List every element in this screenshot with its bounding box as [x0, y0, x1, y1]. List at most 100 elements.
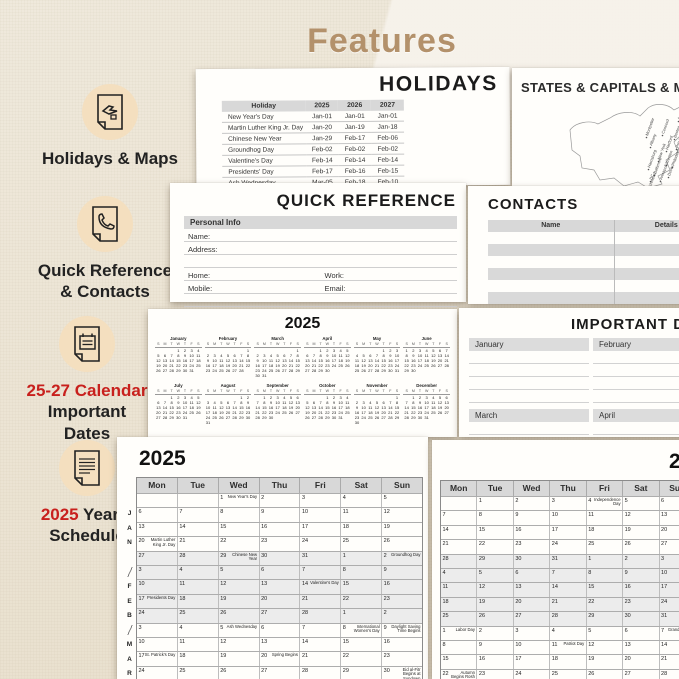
mini-month-grid: S M T W T F S 1 2 3 4 5 6 7 8 9 10 11 12 13 14 15 16 17 18 19 20 21…	[204, 342, 252, 373]
mini-day: 10	[338, 400, 343, 405]
mini-day: 12	[288, 400, 294, 405]
mini-day: 13	[437, 353, 443, 358]
day-number: 4	[588, 498, 592, 504]
day-number: 4	[179, 624, 183, 631]
day-number: 20	[261, 653, 268, 660]
day-cell: 11	[178, 637, 219, 652]
day-number: 11	[342, 509, 349, 516]
mini-dow: T	[280, 342, 288, 348]
day-number: 20	[661, 526, 668, 533]
mini-day: 10	[394, 353, 400, 358]
week-row: 3 4 5 6 7 8 9	[137, 564, 422, 580]
contacts-cell	[488, 244, 615, 256]
contacts-cell	[488, 292, 615, 304]
day-number: 4	[342, 495, 346, 501]
city-label: Hartford	[664, 135, 674, 150]
day-number: 9	[515, 512, 519, 519]
mini-day: 4	[339, 348, 342, 353]
mini-day: 22	[176, 363, 181, 368]
day-number: 16	[515, 526, 522, 533]
day-cell: 21	[660, 655, 679, 668]
day-number: 11	[551, 641, 558, 648]
day-cell: 15	[441, 655, 478, 669]
week-grid: Mon Tue Wed Thu Fri Sat Sun 1 New Year's Day 2 3 4 5…	[136, 477, 423, 679]
holiday-cell: Feb-14	[338, 154, 372, 166]
day-cell: 13	[260, 580, 301, 594]
day-cell: 3	[137, 565, 178, 580]
contacts-cell	[615, 232, 679, 244]
holiday-cell: Presidents' Day	[222, 165, 307, 178]
day-cell: 30 Eid al-Fitr Begins at Sundown	[382, 667, 422, 679]
mini-day: 9	[269, 400, 273, 405]
mini-day: 7	[312, 353, 316, 358]
day-cell: 22	[587, 597, 624, 612]
mini-day: 5	[432, 348, 435, 353]
day-number: 6	[261, 624, 265, 631]
week-row: 28 29 30 31 1 2 3	[441, 553, 679, 568]
mini-day: 29	[262, 415, 267, 420]
mini-day: 28	[169, 368, 174, 373]
holiday-col-header: Holiday	[221, 100, 306, 112]
mini-day: 3	[332, 348, 336, 353]
day-cell: 24	[137, 609, 178, 623]
mini-dow: W	[174, 389, 182, 395]
contacts-empty-row	[488, 268, 679, 280]
mini-dow: M	[161, 342, 169, 348]
day-number: 6	[261, 566, 265, 573]
day-cell: 25	[550, 669, 587, 679]
mini-day: 15	[381, 358, 386, 363]
week-row: 17 St. Patrick's Day 18 19 20 Spring Begins 21…	[137, 651, 422, 666]
mini-day: 25	[212, 415, 217, 420]
mini-day: 4	[355, 353, 359, 358]
mini-month-grid: S M T W T F S 1 2 3 4 5 6 7 8 9 10 11 12 13 14 15 16 17 18 19 20 21…	[403, 342, 450, 373]
week-row: 18 19 20 21 22 23 24	[441, 596, 679, 612]
week-row: 20 Martin Luther King Jr. Day 21 22 23 24 25 26	[137, 536, 422, 551]
contacts-page: CONTACTS Name Details	[468, 186, 679, 304]
mini-day: 6	[233, 353, 236, 358]
mini-day: 17	[394, 358, 400, 363]
mini-dow: T	[168, 342, 175, 348]
day-cell: 2	[623, 554, 660, 568]
field-label: Work:	[324, 271, 344, 280]
feature-item-label: 25-27 Calendar Important Dates	[2, 380, 172, 444]
day-number: 5	[588, 627, 592, 634]
day-number: 5	[478, 569, 482, 576]
day-number: 18	[179, 595, 186, 602]
mini-day: 21	[374, 363, 380, 368]
mini-day: 19	[374, 410, 380, 415]
mini-day: 12	[196, 400, 201, 405]
day-number: 16	[383, 638, 390, 645]
contacts-cell	[615, 244, 679, 256]
mini-day: 12	[361, 358, 366, 363]
mini-day: 30	[325, 368, 330, 373]
mini-day: 2	[177, 395, 180, 400]
mini-day: 27	[282, 368, 287, 373]
mini-day: 5	[197, 395, 200, 400]
day-number: 17	[138, 595, 145, 602]
day-cell: 18	[178, 594, 219, 609]
mini-day: 31	[189, 368, 194, 373]
mini-day: 10	[424, 400, 429, 405]
mini-day: 5	[226, 353, 230, 358]
mini-day: 22	[295, 363, 300, 368]
feature-item-important-dates: 25-27 Calendar Important Dates	[2, 316, 172, 444]
day-cell: 26	[219, 666, 260, 679]
mini-day: 2	[418, 395, 422, 400]
mini-day: 24	[424, 410, 429, 415]
mini-day: 25	[219, 368, 224, 373]
mini-day: 4	[220, 353, 223, 358]
feature-item-holidays-maps: Holidays & Maps	[30, 84, 190, 169]
mini-dow: T	[231, 342, 238, 348]
holiday-cell: Martin Luther King Jr. Day	[221, 121, 306, 134]
mini-day: 11	[196, 353, 201, 358]
day-cell: 14	[300, 637, 342, 652]
day-cell: 12	[477, 583, 514, 597]
weekday-header: Sat	[341, 478, 383, 493]
mini-dow: W	[224, 342, 232, 348]
mini-day: 16	[325, 358, 330, 363]
field-label: Name:	[188, 232, 211, 241]
day-number: 23	[515, 541, 522, 548]
mini-day: 23	[331, 410, 337, 415]
day-number: 8	[220, 509, 224, 516]
